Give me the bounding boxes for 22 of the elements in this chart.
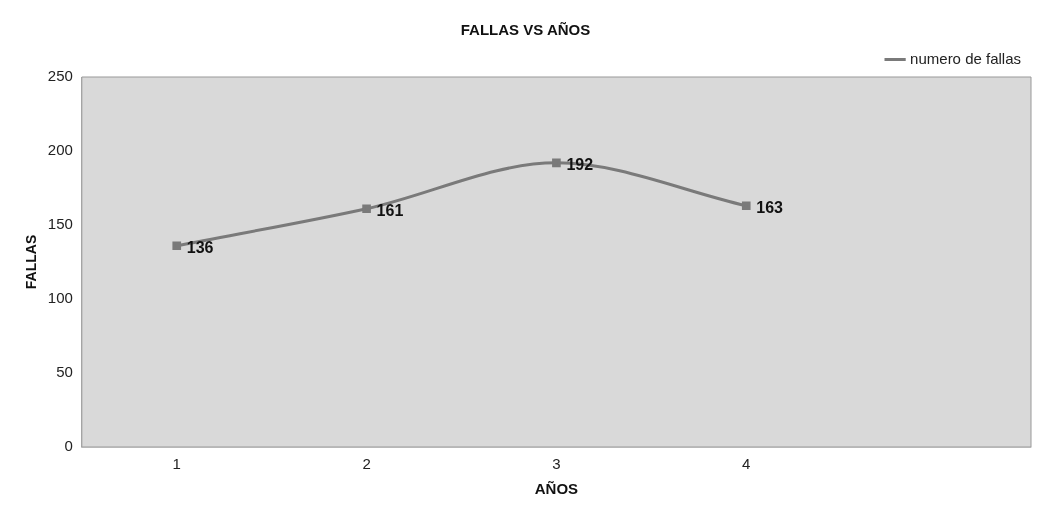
y-tick-label: 100: [47, 289, 73, 307]
chart-title: FALLAS VS AÑOS: [460, 21, 591, 39]
y-axis-title: FALLAS: [23, 234, 40, 290]
x-tick-label: 2: [362, 455, 371, 473]
y-tick-label: 200: [47, 141, 73, 159]
y-tick-label: 50: [56, 363, 73, 381]
x-tick-label: 1: [172, 455, 181, 473]
data-label: 136: [186, 239, 214, 257]
x-axis-title: AÑOS: [534, 480, 579, 498]
y-tick-label: 250: [47, 67, 73, 85]
point: [362, 204, 371, 214]
x-tick-label: 3: [552, 455, 561, 473]
data-label: 163: [756, 199, 784, 217]
point: [741, 201, 751, 211]
x-tick-label: 4: [742, 455, 751, 473]
point: [552, 158, 561, 168]
y-tick-label: 0: [64, 437, 73, 455]
legend-label: numero de fallas: [910, 49, 1022, 67]
data-label: 161: [376, 202, 404, 220]
y-tick-label: 150: [47, 215, 73, 233]
point: [172, 241, 182, 251]
data-label: 192: [566, 156, 594, 174]
